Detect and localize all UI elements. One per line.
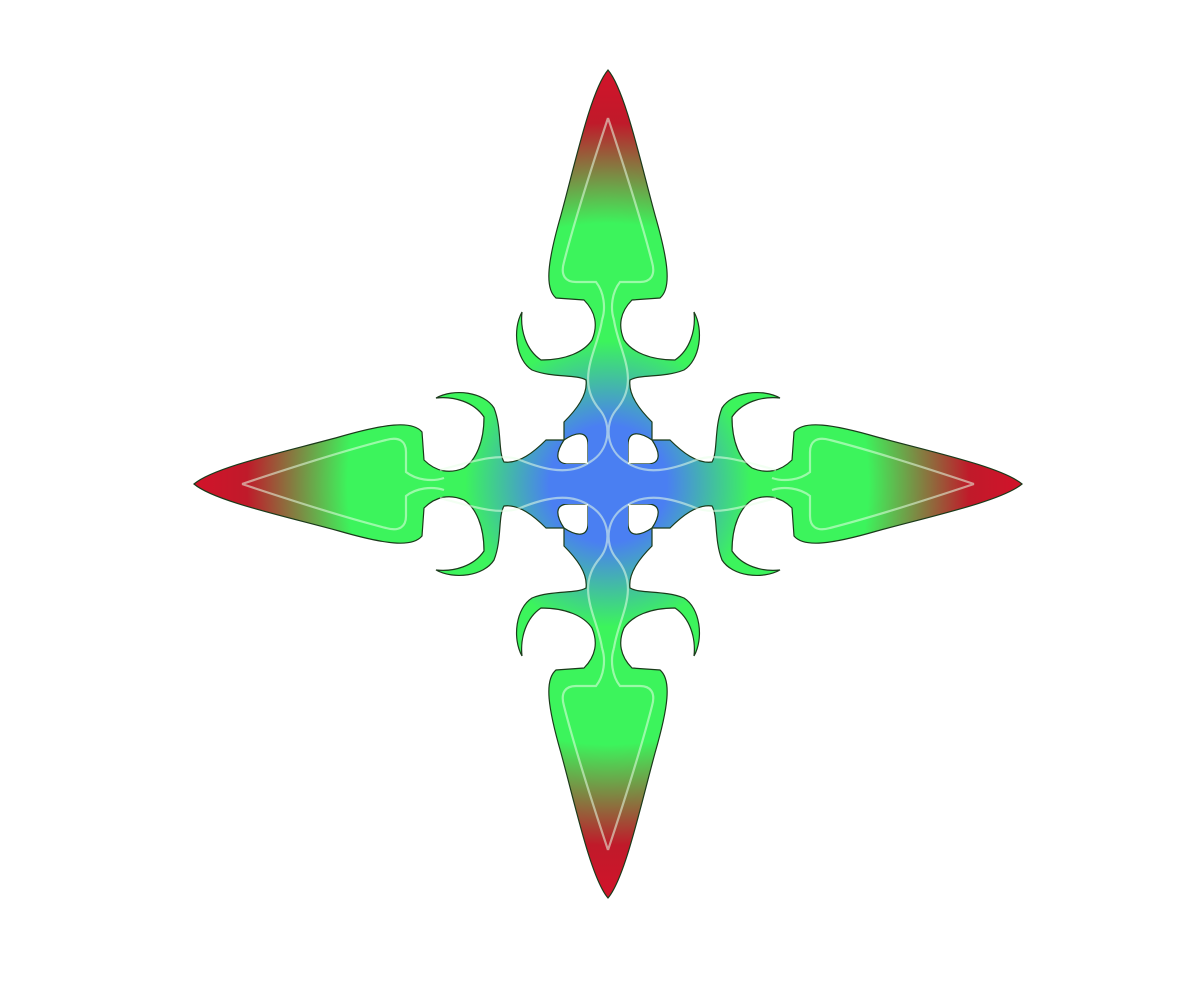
emblem-center xyxy=(564,440,652,528)
emblem-arm-right xyxy=(629,391,1023,577)
emblem-arm-left xyxy=(193,391,587,577)
emblem-body xyxy=(193,69,1023,899)
emblem-inner-highlight xyxy=(240,116,976,852)
emblem-arm-bottom xyxy=(515,505,701,899)
emblem-arm-top xyxy=(515,69,701,463)
